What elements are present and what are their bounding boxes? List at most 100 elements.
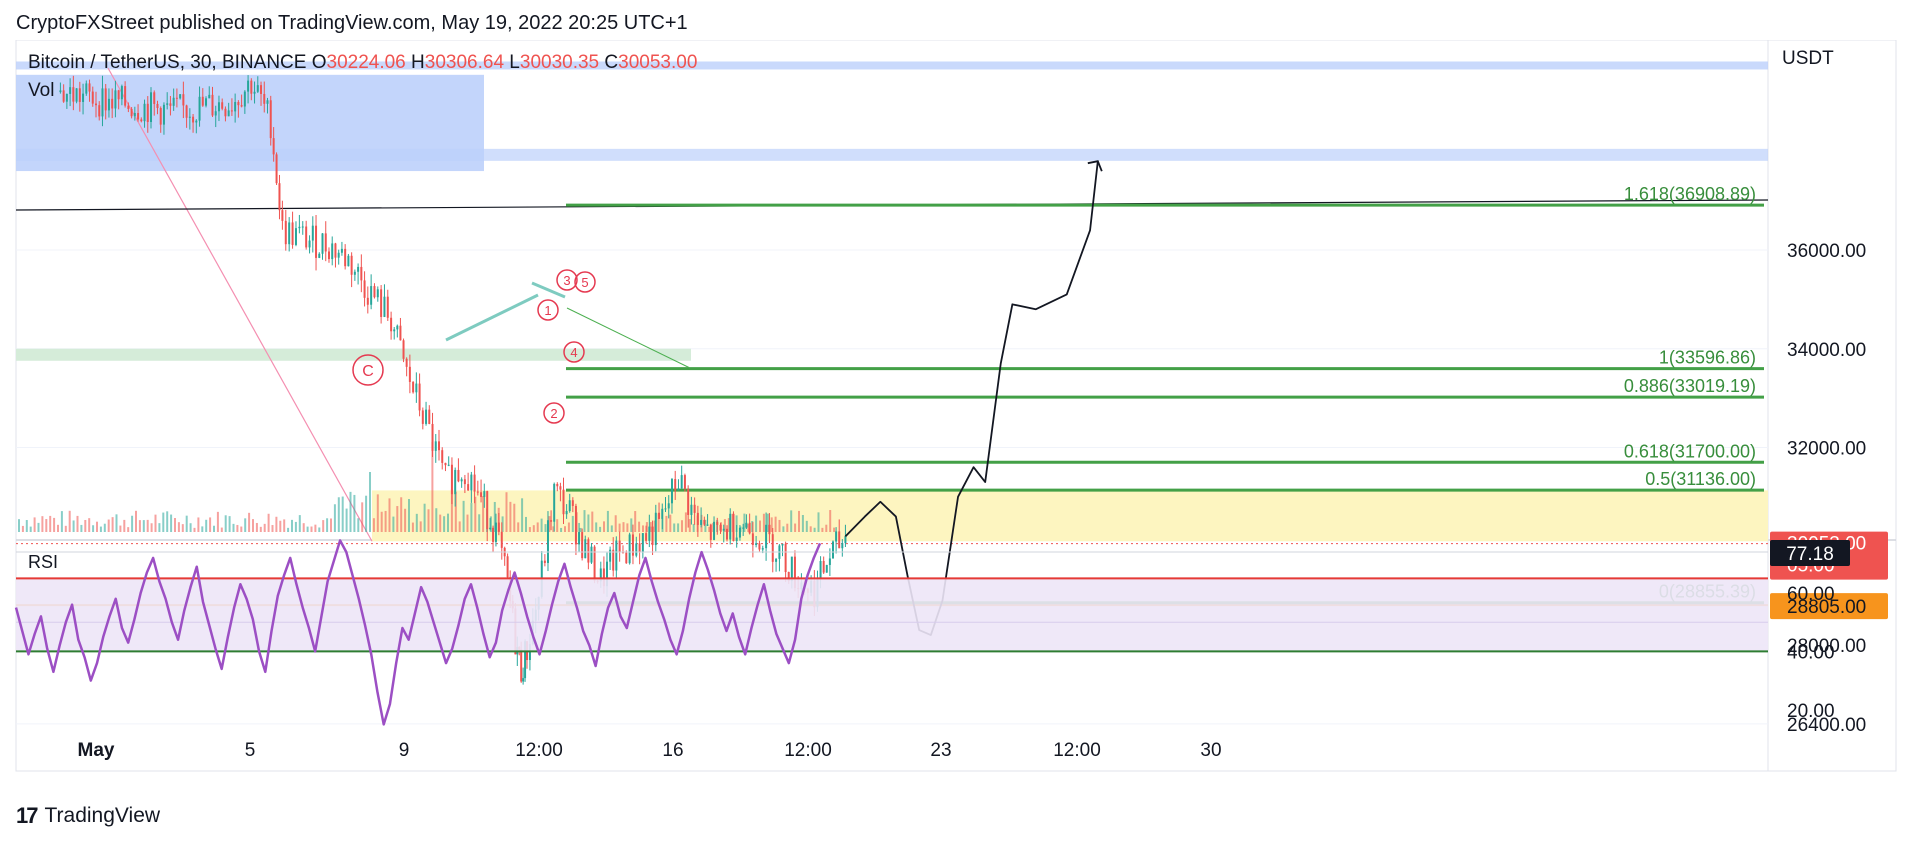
volume-bar [181, 524, 184, 532]
volume-bar [255, 522, 258, 532]
volume-bar [618, 523, 621, 532]
volume-bar [330, 518, 332, 532]
volume-bar [248, 512, 251, 532]
x-tick-7: 12:00 [1053, 740, 1101, 761]
volume-bar [131, 515, 134, 532]
chart-svg[interactable]: 1.618(36908.89) 1(33596.86) 0.886(33019.19… [0, 39, 1909, 810]
candle-body [399, 325, 402, 341]
volume-bar [142, 520, 145, 532]
zone-yellow [372, 490, 1768, 542]
candle-body [494, 522, 497, 542]
candle-body [483, 491, 486, 497]
volume-bar [794, 523, 797, 532]
candle-body [550, 520, 553, 522]
volume-bar [240, 526, 243, 532]
volume-bar [197, 517, 200, 532]
candle-body [380, 289, 383, 317]
volume-bar [345, 508, 348, 532]
candle-body [690, 504, 693, 515]
candle-body [828, 558, 831, 565]
volume-bar [833, 527, 836, 532]
candle-body [179, 94, 182, 99]
candle-body [143, 103, 146, 122]
candle-body [781, 543, 784, 546]
candle-body [415, 383, 418, 393]
volume-bar [447, 513, 449, 532]
footer[interactable]: 17 TradingView [16, 803, 160, 829]
volume-bar [482, 496, 485, 532]
volume-bar [135, 510, 137, 532]
volume-bar [127, 527, 130, 532]
volume-bar [333, 504, 336, 532]
rsi-tick-2: 20.00 [1787, 701, 1835, 722]
rsi-title: RSI [28, 552, 58, 572]
volume-bar [400, 497, 403, 532]
volume-bar [419, 521, 422, 532]
candle-body [460, 479, 463, 482]
candle-body [146, 103, 149, 123]
candle-body [344, 248, 347, 267]
candle-body [208, 94, 211, 99]
chart-area[interactable]: 1.618(36908.89) 1(33596.86) 0.886(33019.19… [0, 39, 1909, 810]
candle-body [706, 524, 709, 526]
volume-bar [626, 523, 629, 532]
volume-bar [310, 526, 313, 532]
volume-bar [677, 523, 680, 532]
candle-body [587, 539, 590, 563]
candle-body [835, 531, 838, 542]
candle-body [768, 524, 771, 535]
wave-circle-5 [574, 271, 596, 293]
candle-body [546, 520, 549, 563]
x-tick-4: 16 [662, 740, 683, 761]
zone-green [16, 348, 691, 361]
volume-bar [353, 494, 356, 532]
rsi-line [14, 539, 822, 726]
ohlc-C_label: C [604, 52, 618, 73]
candle-body [524, 641, 527, 679]
volume-bar [801, 514, 804, 532]
volume-bar [489, 516, 492, 532]
candle-body [331, 243, 334, 260]
volume-bar [587, 514, 590, 532]
volume-bar [357, 518, 360, 532]
fib-label-0: 1.618(36908.89) [1624, 184, 1756, 204]
candle-body [654, 512, 657, 546]
candle-body [584, 539, 587, 559]
volume-bar [372, 518, 375, 532]
candle-body [82, 93, 85, 102]
volume-bar [673, 523, 676, 532]
candle-body [641, 533, 644, 553]
rsi-band-fill [16, 578, 1768, 652]
candle-body [658, 512, 661, 519]
volume-bar [743, 513, 746, 532]
candle-body [230, 110, 233, 112]
candle-body [169, 103, 172, 106]
volume-bar [244, 518, 247, 532]
candle-body [492, 527, 495, 542]
candle-body [256, 85, 259, 92]
volume-bar [72, 520, 75, 532]
x-tick-5: 12:00 [784, 740, 832, 761]
candle-body [751, 533, 754, 545]
candle-body [593, 546, 596, 581]
candle-body [838, 531, 841, 549]
triangle-upper [445, 293, 539, 342]
volume-bar [123, 519, 126, 532]
candle-body [787, 572, 790, 582]
volume-bar [708, 526, 711, 532]
candle-body [612, 549, 615, 571]
volume-bar [552, 526, 555, 532]
volume-bar [766, 513, 769, 532]
candle-body [841, 543, 844, 549]
volume-bar [107, 519, 110, 532]
y-tick-0: 36000.00 [1787, 241, 1866, 262]
candle-body [638, 543, 641, 553]
candle-body [454, 469, 457, 495]
volume-bar [96, 521, 98, 532]
volume-bar [228, 516, 231, 532]
candle-body [480, 492, 483, 497]
candle-body [237, 101, 240, 106]
volume-bar [821, 527, 824, 532]
volume-bar [727, 518, 730, 532]
candle-body [272, 138, 275, 155]
